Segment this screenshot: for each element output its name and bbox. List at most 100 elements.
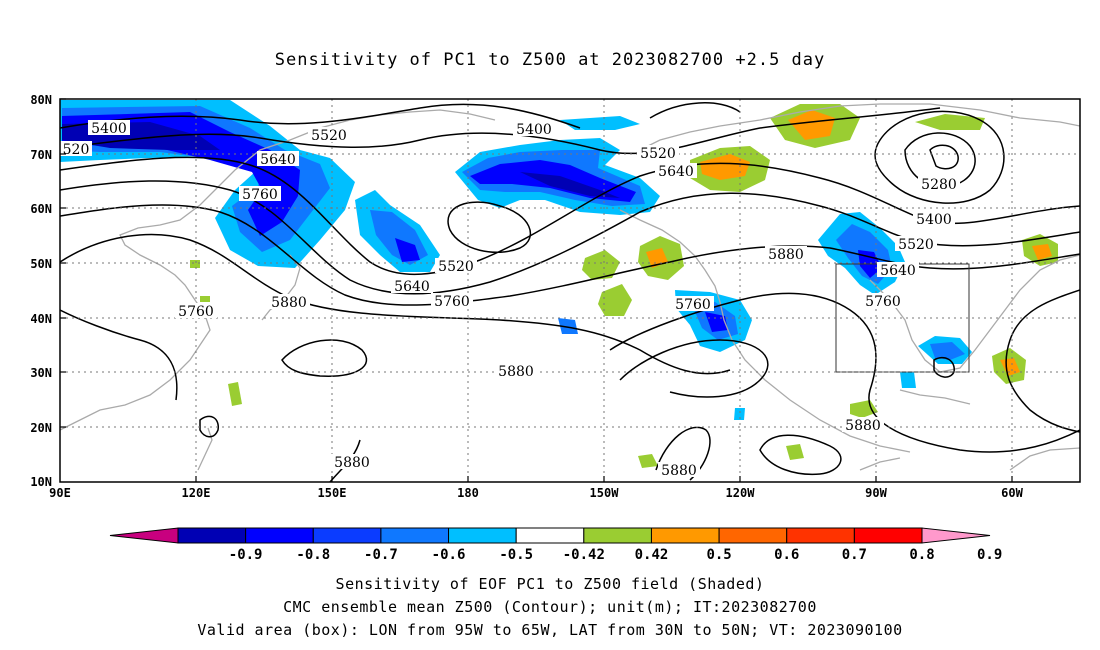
svg-text:5760: 5760 — [675, 297, 711, 313]
svg-text:5640: 5640 — [880, 263, 916, 279]
colorbar-cell — [515, 527, 585, 544]
svg-text:5880: 5880 — [661, 463, 697, 479]
colorbar-tick-label: -0.8 — [296, 547, 330, 563]
caption-valid-area: Valid area (box): LON from 95W to 65W, L… — [197, 621, 903, 639]
contour-label: 5640 — [391, 278, 433, 295]
contour-label: 5760 — [239, 186, 281, 203]
lon-label: 120E — [182, 486, 211, 500]
colorbar-tick-label: 0.9 — [977, 547, 1002, 563]
svg-text:5880: 5880 — [334, 455, 370, 471]
lat-label: 80N — [30, 93, 52, 107]
svg-text:5760: 5760 — [434, 294, 470, 310]
map-title: Sensitivity of PC1 to Z500 at 2023082700… — [274, 50, 826, 70]
svg-text:5400: 5400 — [91, 121, 127, 137]
contour-label: 5640 — [655, 163, 697, 180]
svg-text:5760: 5760 — [242, 187, 278, 203]
lat-label: 10N — [30, 475, 52, 489]
lon-label: 120W — [726, 486, 756, 500]
lon-label: 150E — [318, 486, 347, 500]
sensitivity-shading — [60, 100, 1058, 468]
contour-label: 5520 — [895, 236, 937, 253]
colorbar-cell — [650, 527, 720, 544]
contour-label: 5640 — [257, 151, 299, 168]
svg-text:5880: 5880 — [768, 247, 804, 263]
contour-label: 5880 — [268, 294, 310, 311]
colorbar-tick-label: 0.8 — [909, 547, 934, 563]
lat-label: 40N — [30, 312, 52, 326]
colorbar-cell — [583, 527, 652, 544]
svg-text:520: 520 — [63, 142, 90, 158]
plot-frame — [59, 98, 1081, 483]
tick-marks — [60, 98, 1013, 482]
svg-text:5880: 5880 — [845, 418, 881, 434]
contour-label: 5520 — [435, 258, 477, 275]
svg-text:5400: 5400 — [916, 212, 952, 228]
colorbar-cell — [177, 527, 247, 544]
colorbar-cell — [312, 527, 382, 544]
contour-label: 5400 — [913, 211, 955, 228]
colorbar: -0.9 -0.8 -0.7 -0.6 -0.5 -0.42 0.42 0.5 0.6 0.7 0.… — [109, 527, 1002, 563]
colorbar-cell — [853, 527, 923, 544]
colorbar-tick-label: 0.6 — [774, 547, 799, 563]
contour-label: 5880 — [331, 454, 373, 471]
contour-label: 5760 — [175, 303, 217, 320]
svg-text:5520: 5520 — [898, 237, 934, 253]
latitude-labels: 80N 70N 60N 50N 40N 30N 20N 10N — [30, 93, 52, 489]
svg-text:5520: 5520 — [311, 128, 347, 144]
contour-label: 5880 — [495, 363, 537, 380]
colorbar-cell — [448, 527, 517, 544]
colorbar-tick-label: -0.7 — [364, 547, 398, 563]
lon-label: 60W — [1001, 486, 1023, 500]
svg-text:5880: 5880 — [498, 364, 534, 380]
z500-contours — [60, 102, 1080, 482]
lat-label: 70N — [30, 148, 52, 162]
contour-label: 5400 — [88, 120, 130, 137]
lat-label: 60N — [30, 202, 52, 216]
svg-text:5520: 5520 — [640, 146, 676, 162]
lon-label: 90E — [49, 486, 71, 500]
contour-label: 5880 — [765, 246, 807, 263]
colorbar-cell — [786, 527, 855, 544]
colorbar-tick-label: -0.42 — [563, 547, 605, 563]
svg-text:5640: 5640 — [658, 164, 694, 180]
colorbar-over-triangle — [921, 527, 991, 544]
contour-label: 5760 — [862, 293, 904, 310]
contour-label: 520 — [60, 141, 92, 158]
caption-contour: CMC ensemble mean Z500 (Contour); unit(m… — [283, 598, 817, 616]
lon-label: 90W — [865, 486, 887, 500]
svg-text:5760: 5760 — [865, 294, 901, 310]
contour-label: 5880 — [842, 417, 884, 434]
colorbar-tick-label: 0.5 — [706, 547, 731, 563]
colorbar-tick-label: -0.9 — [229, 547, 263, 563]
lat-label: 50N — [30, 257, 52, 271]
colorbar-tick-label: 0.42 — [635, 547, 669, 563]
svg-text:5280: 5280 — [921, 177, 957, 193]
lon-label: 150W — [590, 486, 620, 500]
contour-labels: 5400 520 5520 5640 5760 5880 5400 5520 5… — [60, 120, 960, 479]
colorbar-tick-label: -0.6 — [432, 547, 466, 563]
contour-label: 5520 — [308, 127, 350, 144]
colorbar-under-triangle — [109, 527, 179, 544]
lon-label: 180 — [457, 486, 479, 500]
contour-label: 5880 — [658, 462, 700, 479]
svg-text:5880: 5880 — [271, 295, 307, 311]
contour-label: 5760 — [672, 296, 714, 313]
longitude-labels: 90E 120E 150E 180 150W 120W 90W 60W — [49, 486, 1023, 500]
colorbar-cell — [718, 527, 788, 544]
lat-label: 30N — [30, 366, 52, 380]
colorbar-cell — [245, 527, 314, 544]
lat-label: 20N — [30, 421, 52, 435]
svg-text:5760: 5760 — [178, 304, 214, 320]
svg-text:5640: 5640 — [394, 279, 430, 295]
colorbar-tick-label: -0.5 — [499, 547, 533, 563]
contour-label: 5280 — [918, 176, 960, 193]
contour-label: 5760 — [431, 293, 473, 310]
svg-text:5400: 5400 — [516, 122, 552, 138]
contour-label: 5520 — [637, 145, 679, 162]
caption-shading: Sensitivity of EOF PC1 to Z500 field (Sh… — [335, 575, 765, 593]
contour-label: 5400 — [513, 121, 555, 138]
contour-label: 5640 — [877, 262, 919, 279]
svg-text:5520: 5520 — [438, 259, 474, 275]
colorbar-cell — [380, 527, 450, 544]
